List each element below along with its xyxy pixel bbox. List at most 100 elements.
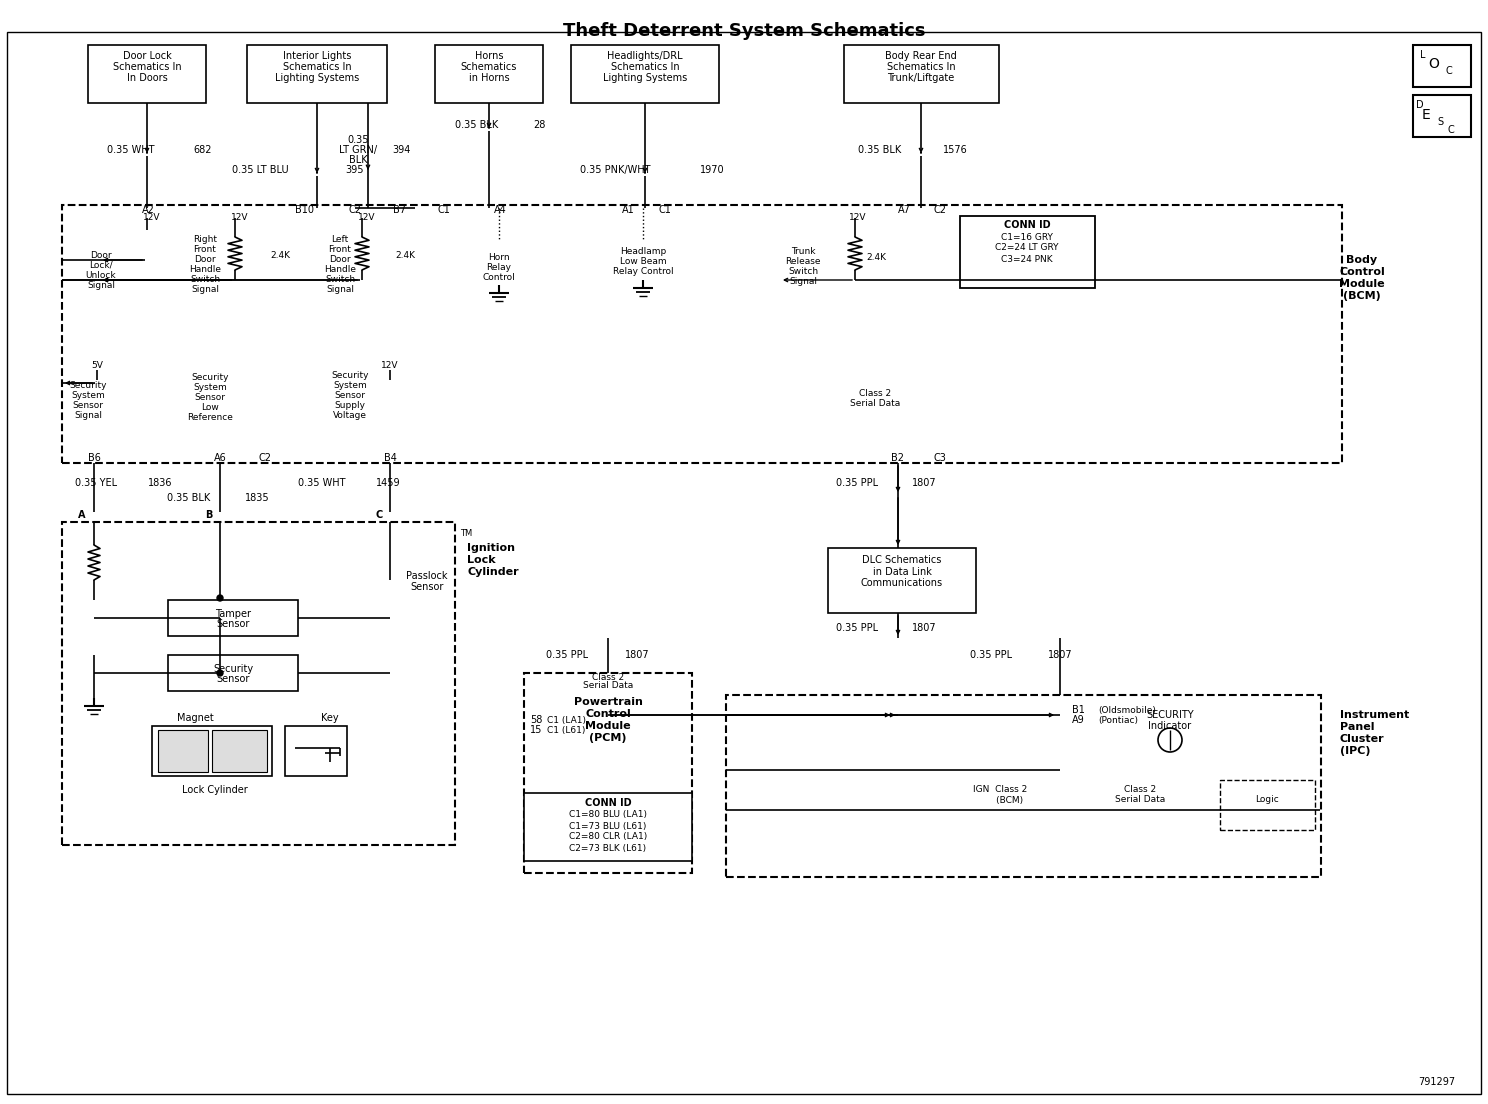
Text: C2=80 CLR (LA1): C2=80 CLR (LA1): [568, 832, 647, 841]
Text: A7: A7: [897, 205, 911, 215]
Text: C2: C2: [348, 205, 362, 215]
Text: O: O: [1428, 57, 1439, 71]
Text: Security: Security: [70, 381, 107, 390]
Text: C1 (L61): C1 (L61): [548, 725, 585, 734]
Bar: [168, 599, 298, 636]
Text: Lighting Systems: Lighting Systems: [603, 73, 687, 83]
Text: 0.35 PPL: 0.35 PPL: [836, 623, 878, 633]
Text: Class 2: Class 2: [859, 389, 891, 397]
Text: 395: 395: [345, 164, 363, 176]
Text: Lock Cylinder: Lock Cylinder: [182, 785, 248, 795]
Text: Trunk: Trunk: [790, 247, 815, 256]
Text: C2: C2: [259, 453, 271, 463]
Circle shape: [217, 595, 223, 601]
Text: 2.4K: 2.4K: [394, 251, 415, 259]
Text: Theft Deterrent System Schematics: Theft Deterrent System Schematics: [562, 22, 926, 40]
Text: Lighting Systems: Lighting Systems: [275, 73, 359, 83]
Text: System: System: [193, 383, 226, 393]
Text: Passlock: Passlock: [406, 571, 448, 581]
Text: (IPC): (IPC): [1341, 746, 1370, 756]
Text: (Oldsmobile): (Oldsmobile): [1098, 705, 1156, 714]
Text: Left: Left: [332, 235, 348, 244]
Text: 0.35: 0.35: [347, 135, 369, 145]
Circle shape: [217, 670, 223, 676]
Text: B7: B7: [393, 205, 406, 215]
Text: A4: A4: [494, 205, 506, 215]
Bar: [524, 673, 692, 873]
Text: 1835: 1835: [246, 493, 269, 503]
Text: Sensor: Sensor: [73, 401, 104, 410]
Text: Module: Module: [585, 721, 631, 731]
Text: 2.4K: 2.4K: [269, 251, 290, 259]
Text: Switch: Switch: [324, 276, 356, 285]
Text: Door: Door: [329, 255, 351, 265]
Text: Relay: Relay: [487, 264, 512, 273]
Bar: [158, 730, 208, 772]
Text: Schematics In: Schematics In: [113, 62, 182, 72]
Text: 1576: 1576: [943, 145, 967, 155]
Text: Sensor: Sensor: [411, 582, 443, 592]
Text: Handle: Handle: [324, 265, 356, 275]
Text: 58: 58: [530, 715, 542, 725]
Text: Module: Module: [1339, 279, 1385, 289]
Text: In Doors: In Doors: [126, 73, 167, 83]
Text: A2: A2: [141, 205, 155, 215]
Text: (BCM): (BCM): [976, 796, 1024, 805]
Text: Horn: Horn: [488, 254, 510, 263]
Bar: [571, 45, 719, 103]
Text: Schematics In: Schematics In: [887, 62, 955, 72]
Text: C2=24 LT GRY: C2=24 LT GRY: [995, 244, 1059, 253]
Text: Door: Door: [91, 251, 112, 259]
Text: Panel: Panel: [1341, 722, 1375, 732]
Text: B2: B2: [891, 453, 905, 463]
Text: C: C: [376, 510, 384, 520]
Text: Indicator: Indicator: [1149, 721, 1192, 731]
Text: Signal: Signal: [86, 280, 115, 289]
Text: Door Lock: Door Lock: [122, 51, 171, 61]
Text: C1: C1: [437, 205, 451, 215]
Text: TM: TM: [460, 530, 472, 539]
Text: BLK: BLK: [348, 155, 368, 164]
Text: Instrument: Instrument: [1341, 710, 1409, 720]
Text: Communications: Communications: [862, 578, 943, 588]
Text: 12V: 12V: [143, 213, 161, 223]
Text: 12V: 12V: [231, 213, 248, 223]
Text: 1807: 1807: [625, 650, 650, 660]
Text: Reference: Reference: [187, 414, 234, 423]
Text: B10: B10: [296, 205, 314, 215]
Text: IGN  Class 2: IGN Class 2: [973, 786, 1027, 795]
Text: C1 (LA1): C1 (LA1): [548, 715, 586, 724]
Text: Low: Low: [201, 403, 219, 413]
Bar: [726, 696, 1321, 877]
Text: 0.35 BLK: 0.35 BLK: [167, 493, 210, 503]
Text: 1459: 1459: [376, 478, 400, 488]
Bar: [286, 726, 347, 776]
Text: 12V: 12V: [381, 361, 399, 370]
Text: Body Rear End: Body Rear End: [885, 51, 957, 61]
Text: 28: 28: [533, 120, 546, 130]
Text: Sensor: Sensor: [335, 391, 366, 400]
Text: Class 2: Class 2: [1123, 786, 1156, 795]
Text: Cluster: Cluster: [1341, 734, 1385, 744]
Text: C: C: [1445, 66, 1452, 76]
Text: 682: 682: [193, 145, 211, 155]
Text: Serial Data: Serial Data: [850, 399, 900, 407]
Bar: [434, 45, 543, 103]
Bar: [247, 45, 387, 103]
Text: Handle: Handle: [189, 265, 222, 275]
Text: 0.35 PPL: 0.35 PPL: [836, 478, 878, 488]
Text: B1: B1: [1071, 705, 1085, 715]
Text: Front: Front: [193, 245, 216, 255]
Text: C2=73 BLK (L61): C2=73 BLK (L61): [570, 843, 647, 852]
Text: 0.35 PPL: 0.35 PPL: [970, 650, 1012, 660]
Text: Class 2: Class 2: [592, 672, 623, 681]
Text: in Horns: in Horns: [469, 73, 509, 83]
Bar: [88, 45, 205, 103]
Text: L: L: [1420, 50, 1426, 60]
Text: C1=16 GRY: C1=16 GRY: [1001, 233, 1054, 242]
Text: B: B: [205, 510, 213, 520]
Text: Security: Security: [213, 664, 253, 675]
Text: Relay Control: Relay Control: [613, 267, 673, 276]
Bar: [1220, 781, 1315, 830]
Text: Headlights/DRL: Headlights/DRL: [607, 51, 683, 61]
